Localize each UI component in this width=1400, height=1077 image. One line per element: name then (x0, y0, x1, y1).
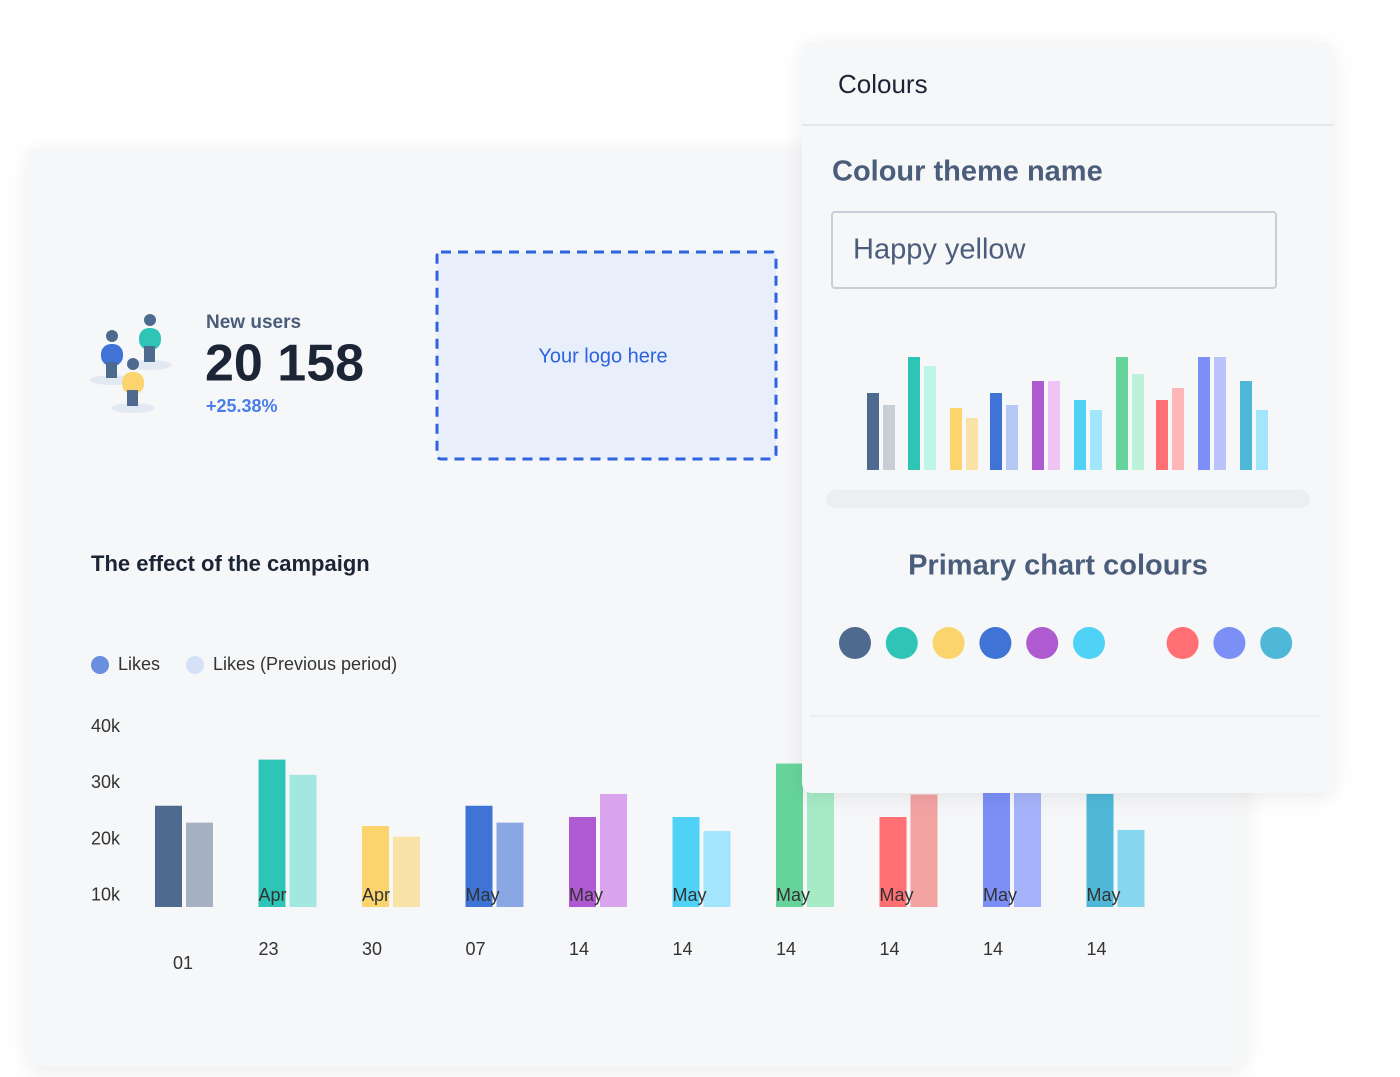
colour-swatch[interactable] (885, 627, 918, 659)
bar (879, 817, 907, 907)
widget-change: +25.38% (206, 396, 278, 416)
y-tick-label: 20k (91, 828, 121, 848)
bar (258, 759, 286, 907)
x-tick-label: Apr 23 (259, 885, 287, 959)
x-tick-label: May 14 (880, 885, 914, 959)
bar (496, 822, 524, 907)
legend-label: Likes (118, 654, 160, 674)
colour-swatch[interactable] (1073, 627, 1105, 659)
legend-swatch (186, 656, 204, 674)
x-tick-label: May 14 (1087, 885, 1121, 959)
bar (155, 805, 182, 907)
bar (465, 805, 493, 907)
widget-value: 20 158 (205, 335, 364, 393)
bar (703, 831, 731, 907)
theme-label: Colour theme name (832, 156, 1103, 188)
bar (289, 774, 317, 907)
users-icon (90, 314, 172, 413)
x-tick-label: 01 (173, 953, 193, 973)
bar (1117, 829, 1145, 907)
bar (807, 784, 834, 907)
primary-label: Primary chart colours (908, 550, 1208, 582)
bar (1086, 793, 1114, 907)
logo-placeholder[interactable] (435, 250, 778, 461)
colour-swatch[interactable] (979, 627, 1012, 659)
x-tick-label: May 14 (673, 885, 707, 959)
x-tick-label: May 14 (983, 885, 1017, 959)
theme-value: Happy yellow (853, 234, 1027, 266)
colour-swatch[interactable] (1166, 627, 1199, 659)
bar (362, 826, 389, 907)
legend-swatch (91, 656, 109, 674)
x-tick-label: Apr 30 (362, 885, 390, 959)
widget-label: New users (206, 312, 301, 333)
legend-label: Likes (Previous period) (213, 654, 397, 674)
bar (600, 793, 627, 907)
theme-input[interactable] (831, 211, 1277, 289)
bar (776, 763, 803, 907)
x-tick-label: May 07 (466, 885, 500, 959)
bar (186, 822, 213, 907)
bar (1014, 792, 1041, 907)
colour-swatch[interactable] (932, 627, 965, 659)
bar (393, 836, 420, 907)
bar (672, 817, 700, 907)
x-tick-label: May 14 (776, 885, 810, 959)
chart-title: The effect of the campaign (91, 551, 370, 576)
colour-swatch[interactable] (1260, 627, 1293, 659)
bar (569, 817, 596, 907)
colour-swatch[interactable] (1213, 627, 1246, 659)
colours-panel: Colours Colour theme name Happy yellow P… (802, 42, 1333, 793)
y-tick-label: 30k (91, 772, 121, 792)
y-tick-label: 40k (91, 716, 121, 736)
colour-swatch[interactable] (839, 627, 871, 659)
colour-swatch[interactable] (1026, 627, 1059, 659)
panel-bg (802, 42, 1333, 793)
y-tick-label: 10k (91, 885, 121, 905)
bar (983, 792, 1010, 907)
bar (910, 794, 938, 907)
logo-text: Your logo here (538, 345, 667, 367)
panel-title: Colours (838, 69, 928, 99)
theme-preview (826, 357, 1310, 508)
x-tick-label: May 14 (569, 885, 603, 959)
